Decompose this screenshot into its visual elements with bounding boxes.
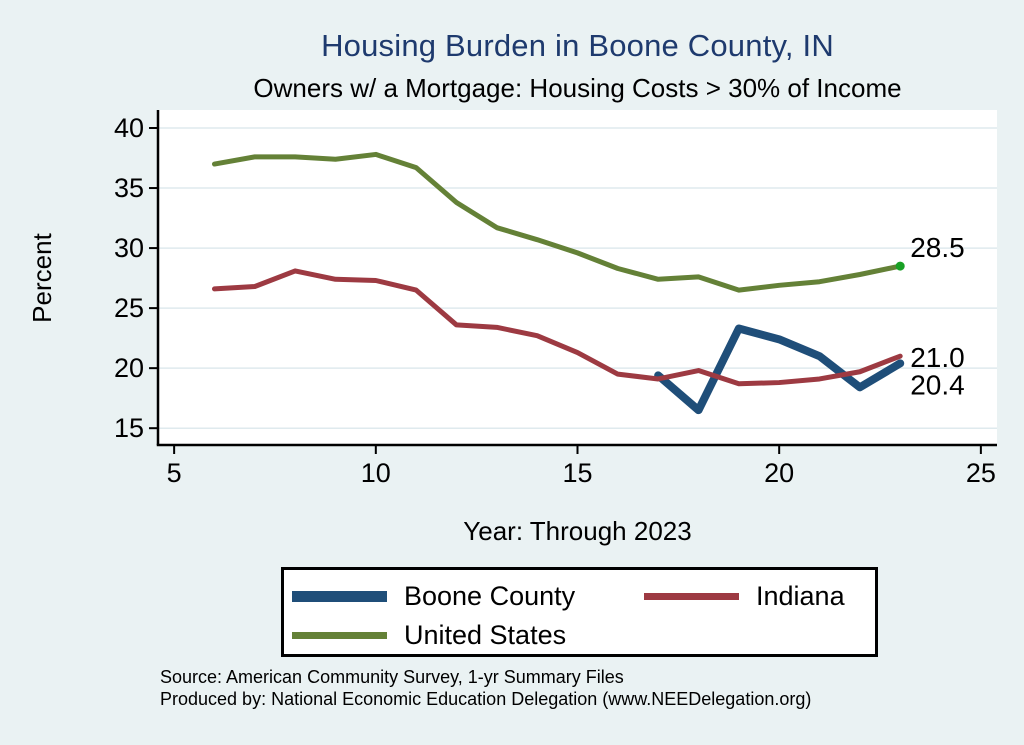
credit-note: Produced by: National Economic Education… — [160, 689, 812, 709]
series-line-indiana — [211, 268, 903, 387]
legend-item-indiana: Indiana — [644, 579, 875, 614]
legend-label-boone-county: Boone County — [404, 581, 576, 611]
y-tick-label: 20 — [114, 353, 144, 383]
x-axis-label: Year: Through 2023 — [463, 516, 692, 546]
chart-title: Housing Burden in Boone County, IN — [321, 28, 834, 63]
legend-item-united-states: United States — [292, 618, 644, 653]
legend-item-boone-county: Boone County — [292, 579, 644, 614]
end-label-united-states: 28.5 — [910, 232, 965, 263]
source-note: Source: American Community Survey, 1-yr … — [160, 667, 624, 687]
legend-label-indiana: Indiana — [756, 581, 845, 611]
x-tick-label: 20 — [764, 458, 794, 488]
endpoint-marker — [895, 261, 905, 271]
end-label-indiana: 21.0 — [910, 342, 965, 373]
y-tick-label: 30 — [114, 233, 144, 263]
y-tick-label: 40 — [114, 113, 144, 143]
x-tick-label: 25 — [966, 458, 996, 488]
plot-area: 15 20 25 30 35 40 5 10 15 20 25 20.421.0 28.5 — [114, 110, 997, 488]
x-tick-label: 15 — [562, 458, 592, 488]
legend: Boone County Indiana United States — [281, 567, 878, 657]
end-label-boone-county: 20.4 — [910, 369, 965, 400]
y-tick-label: 35 — [114, 173, 144, 203]
series-line-united-states — [211, 151, 903, 293]
y-tick-label: 25 — [114, 293, 144, 323]
legend-label-united-states: United States — [404, 620, 567, 650]
legend-swatch-boone-county — [292, 591, 387, 602]
x-tick-label: 10 — [361, 458, 391, 488]
y-tick-label: 15 — [114, 413, 144, 443]
legend-swatch-united-states — [292, 632, 387, 639]
footer: Source: American Community Survey, 1-yr … — [160, 666, 1000, 710]
chart-subtitle: Owners w/ a Mortgage: Housing Costs > 30… — [253, 73, 902, 103]
legend-swatch-indiana — [644, 593, 739, 600]
x-tick-label: 5 — [167, 458, 182, 488]
y-axis-label: Percent — [27, 233, 57, 323]
series-line-boone-county — [654, 324, 905, 415]
